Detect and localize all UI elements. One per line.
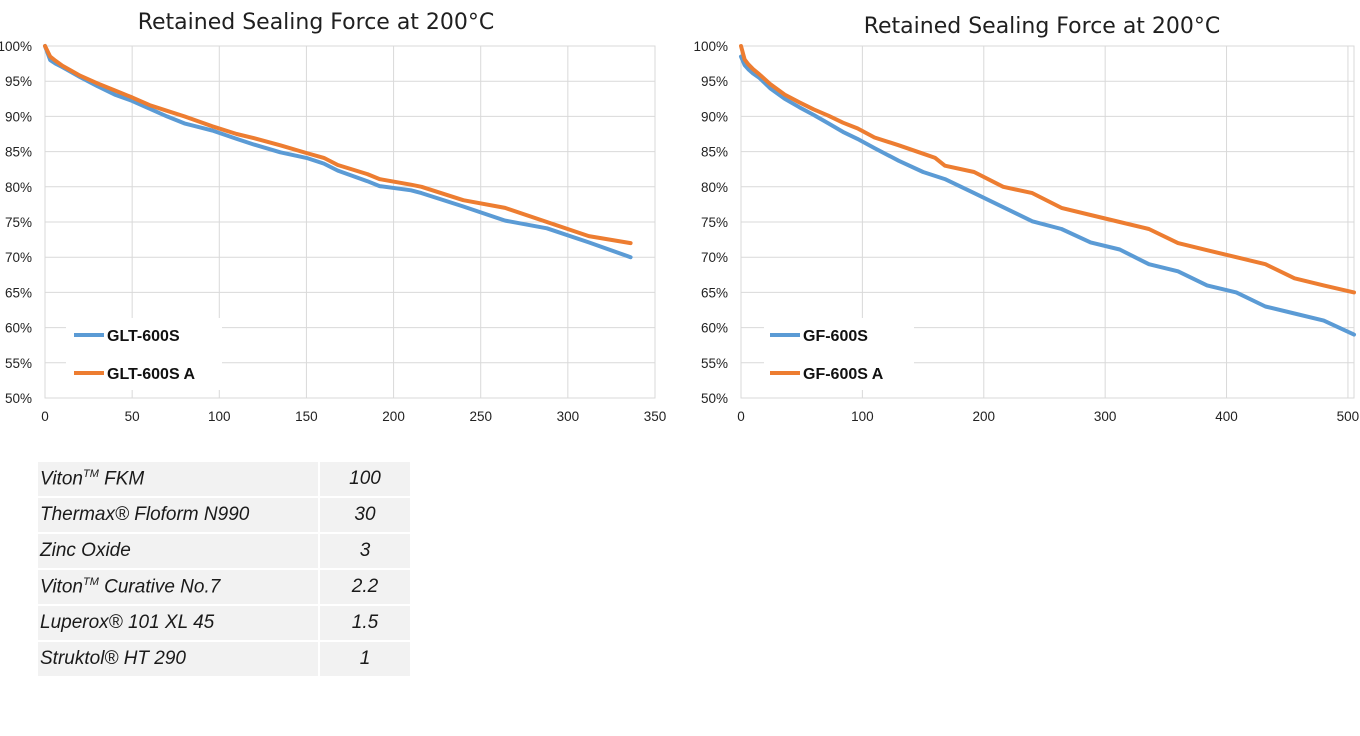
y-tick-label: 55%	[701, 356, 728, 371]
y-tick-label: 95%	[701, 74, 728, 89]
x-tick-label: 200	[973, 409, 996, 424]
chart-left: Retained Sealing Force at 200°C 0 50 100 15…	[0, 10, 667, 424]
ingredient-amount: 100	[319, 462, 410, 498]
y-tick-label: 80%	[701, 180, 728, 195]
x-tick-label: 100	[851, 409, 874, 424]
ingredient-amount: 1.5	[319, 605, 410, 642]
table-row: Thermax® Floform N990 30	[38, 497, 410, 534]
series-line-gf-600s	[739, 54, 1356, 337]
ingredient-name: Zinc Oxide	[38, 533, 320, 570]
y-tick-label: 70%	[5, 250, 32, 265]
x-tick-label: 400	[1215, 409, 1238, 424]
series-line-glt-600s-a	[43, 44, 633, 246]
ingredient-amount: 2.2	[319, 569, 410, 606]
x-tick-label: 100	[208, 409, 231, 424]
x-tick-label: 200	[382, 409, 405, 424]
y-tick-label: 50%	[701, 391, 728, 406]
ingredient-name: VitonTM FKM	[38, 462, 320, 498]
y-tick-label: 70%	[701, 250, 728, 265]
y-tick-label: 55%	[5, 356, 32, 371]
x-tick-label: 300	[557, 409, 580, 424]
legend-box	[66, 318, 222, 390]
y-tick-label: 75%	[701, 215, 728, 230]
table-row: Struktol® HT 290 1	[38, 641, 410, 678]
y-tick-label: 60%	[701, 321, 728, 336]
ingredient-name: VitonTM Curative No.7	[38, 569, 320, 606]
y-tick-label: 80%	[5, 180, 32, 195]
y-tick-label: 90%	[701, 109, 728, 124]
legend-box	[764, 318, 914, 390]
y-tick-label: 50%	[5, 391, 32, 406]
legend-label-glt-600s: GLT-600S	[107, 328, 180, 345]
y-tick-label: 65%	[701, 285, 728, 300]
chart-right: Retained Sealing Force at 200°C 0 100 200 3…	[693, 14, 1360, 424]
table-row: Zinc Oxide 3	[38, 533, 410, 570]
ingredient-amount: 3	[319, 533, 410, 570]
ingredient-amount: 30	[319, 497, 410, 534]
y-tick-label: 65%	[5, 285, 32, 300]
chart-title: Retained Sealing Force at 200°C	[864, 14, 1221, 39]
ingredient-name: Luperox® 101 XL 45	[38, 605, 320, 642]
chart-title: Retained Sealing Force at 200°C	[138, 10, 495, 35]
y-tick-label: 95%	[5, 74, 32, 89]
legend-label-glt-600s-a: GLT-600S A	[107, 366, 195, 383]
ingredient-name: Struktol® HT 290	[38, 641, 320, 678]
y-tick-label: 85%	[5, 145, 32, 160]
ingredient-name: Thermax® Floform N990	[38, 497, 320, 534]
y-tick-label: 100%	[693, 39, 728, 54]
formulation-table: VitonTM FKM 100 Thermax® Floform N990 30 Zin…	[38, 462, 410, 678]
y-tick-label: 60%	[5, 321, 32, 336]
x-tick-label: 150	[295, 409, 318, 424]
y-tick-label: 85%	[701, 145, 728, 160]
x-tick-label: 500	[1337, 409, 1360, 424]
y-tick-label: 100%	[0, 39, 32, 54]
x-tick-label: 350	[644, 409, 667, 424]
ingredient-amount: 1	[319, 641, 410, 678]
table-row: VitonTM FKM 100	[38, 462, 410, 498]
x-tick-label: 50	[125, 409, 140, 424]
y-tick-label: 75%	[5, 215, 32, 230]
table-row: VitonTM Curative No.7 2.2	[38, 569, 410, 606]
table-row: Luperox® 101 XL 45 1.5	[38, 605, 410, 642]
legend-label-gf-600s-a: GF-600S A	[803, 366, 884, 383]
x-tick-label: 250	[469, 409, 492, 424]
legend-label-gf-600s: GF-600S	[803, 328, 868, 345]
x-tick-label: 0	[41, 409, 49, 424]
x-tick-label: 300	[1094, 409, 1117, 424]
y-tick-label: 90%	[5, 109, 32, 124]
series-line-gf-600s-a	[739, 44, 1356, 295]
x-tick-label: 0	[737, 409, 745, 424]
